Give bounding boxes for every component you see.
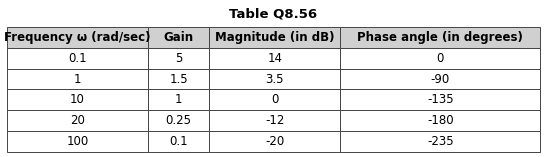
Text: 0.1: 0.1 [170, 135, 188, 148]
Bar [148, 27, 210, 48]
Bar [210, 89, 340, 110]
Bar [210, 48, 340, 69]
Bar [340, 89, 540, 110]
Text: -135: -135 [427, 93, 453, 106]
Bar [148, 131, 210, 152]
Text: Frequency ω (rad/sec): Frequency ω (rad/sec) [4, 31, 150, 44]
Text: Table Q8.56: Table Q8.56 [229, 8, 318, 21]
Text: 1: 1 [175, 93, 183, 106]
Bar [340, 48, 540, 69]
Bar [7, 110, 148, 131]
Bar [7, 69, 148, 89]
Bar [148, 89, 210, 110]
Bar [340, 27, 540, 48]
Bar [148, 69, 210, 89]
Text: Gain: Gain [164, 31, 194, 44]
Text: 0: 0 [437, 52, 444, 65]
Bar [7, 27, 148, 48]
Text: 0.1: 0.1 [68, 52, 86, 65]
Text: 10: 10 [70, 93, 85, 106]
Bar [148, 110, 210, 131]
Bar [210, 69, 340, 89]
Text: 100: 100 [66, 135, 89, 148]
Text: -12: -12 [265, 114, 284, 127]
Bar [340, 110, 540, 131]
Text: -90: -90 [430, 73, 450, 86]
Bar [210, 27, 340, 48]
Text: 20: 20 [70, 114, 85, 127]
Text: -235: -235 [427, 135, 453, 148]
Text: 0: 0 [271, 93, 278, 106]
Text: 3.5: 3.5 [266, 73, 284, 86]
Text: 5: 5 [175, 52, 183, 65]
Bar [7, 48, 148, 69]
Bar [7, 131, 148, 152]
Bar [7, 89, 148, 110]
Text: -20: -20 [265, 135, 284, 148]
Text: 0.25: 0.25 [166, 114, 192, 127]
Bar [340, 131, 540, 152]
Text: 1.5: 1.5 [170, 73, 188, 86]
Bar [340, 69, 540, 89]
Bar [148, 48, 210, 69]
Text: -180: -180 [427, 114, 453, 127]
Bar [210, 131, 340, 152]
Text: 14: 14 [267, 52, 282, 65]
Text: Magnitude (in dB): Magnitude (in dB) [215, 31, 335, 44]
Bar [210, 110, 340, 131]
Text: 1: 1 [73, 73, 81, 86]
Text: Phase angle (in degrees): Phase angle (in degrees) [357, 31, 523, 44]
